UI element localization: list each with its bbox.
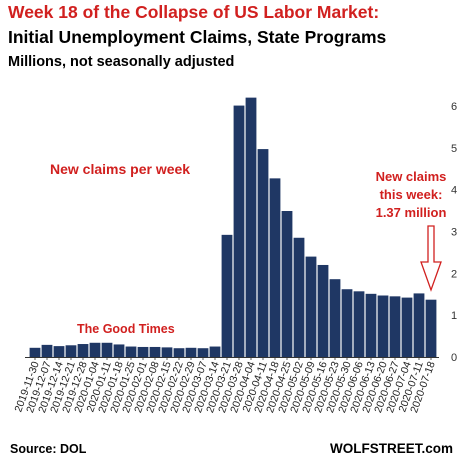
bar <box>173 348 185 357</box>
bar <box>317 264 329 357</box>
y-tick-label: 4 <box>451 185 457 197</box>
y-tick-label: 0 <box>451 352 457 364</box>
bar <box>377 295 389 357</box>
bar <box>341 289 353 357</box>
bar <box>53 346 65 357</box>
annotation-new-claims: New claims per week <box>50 161 190 177</box>
bar <box>353 291 365 357</box>
bar <box>257 149 269 357</box>
bar <box>221 234 233 357</box>
annotation-good-times: The Good Times <box>77 322 175 336</box>
bar <box>389 296 401 357</box>
bar <box>209 346 221 357</box>
bar <box>77 344 89 357</box>
bar <box>401 297 413 357</box>
bar <box>425 299 437 357</box>
bar <box>113 344 125 357</box>
bar <box>149 346 161 357</box>
bar <box>185 347 197 357</box>
y-tick-label: 3 <box>451 227 457 239</box>
down-arrow-icon <box>420 225 442 292</box>
y-tick-label: 5 <box>451 143 457 155</box>
bar <box>101 342 113 357</box>
bar <box>137 346 149 357</box>
bar <box>281 211 293 357</box>
source-note: Source: DOL <box>10 442 87 456</box>
credit-label: WOLFSTREET.com <box>329 441 453 456</box>
bar <box>89 342 101 357</box>
bar <box>29 347 41 357</box>
chart-units: Millions, not seasonally adjusted <box>8 54 235 70</box>
y-tick-label: 1 <box>451 310 457 322</box>
bar <box>161 347 173 357</box>
bar <box>413 293 425 357</box>
y-tick-label: 2 <box>451 268 457 280</box>
bar <box>125 346 137 357</box>
bar <box>293 237 305 357</box>
bar <box>245 97 257 357</box>
bar <box>305 256 317 357</box>
annotation-this-week-line1: New claims <box>376 169 447 184</box>
chart-subtitle: Initial Unemployment Claims, State Progr… <box>8 27 387 47</box>
annotation-this-week-line2: this week: <box>380 187 443 202</box>
bar <box>65 345 77 357</box>
bar <box>269 178 281 357</box>
annotation-this-week-line3: 1.37 million <box>376 205 447 220</box>
bar <box>329 279 341 357</box>
chart-title: Week 18 of the Collapse of US Labor Mark… <box>8 2 380 22</box>
y-tick-label: 6 <box>451 101 457 113</box>
bar <box>365 293 377 357</box>
bar <box>197 348 209 357</box>
bar <box>41 344 53 357</box>
bar <box>233 105 245 357</box>
